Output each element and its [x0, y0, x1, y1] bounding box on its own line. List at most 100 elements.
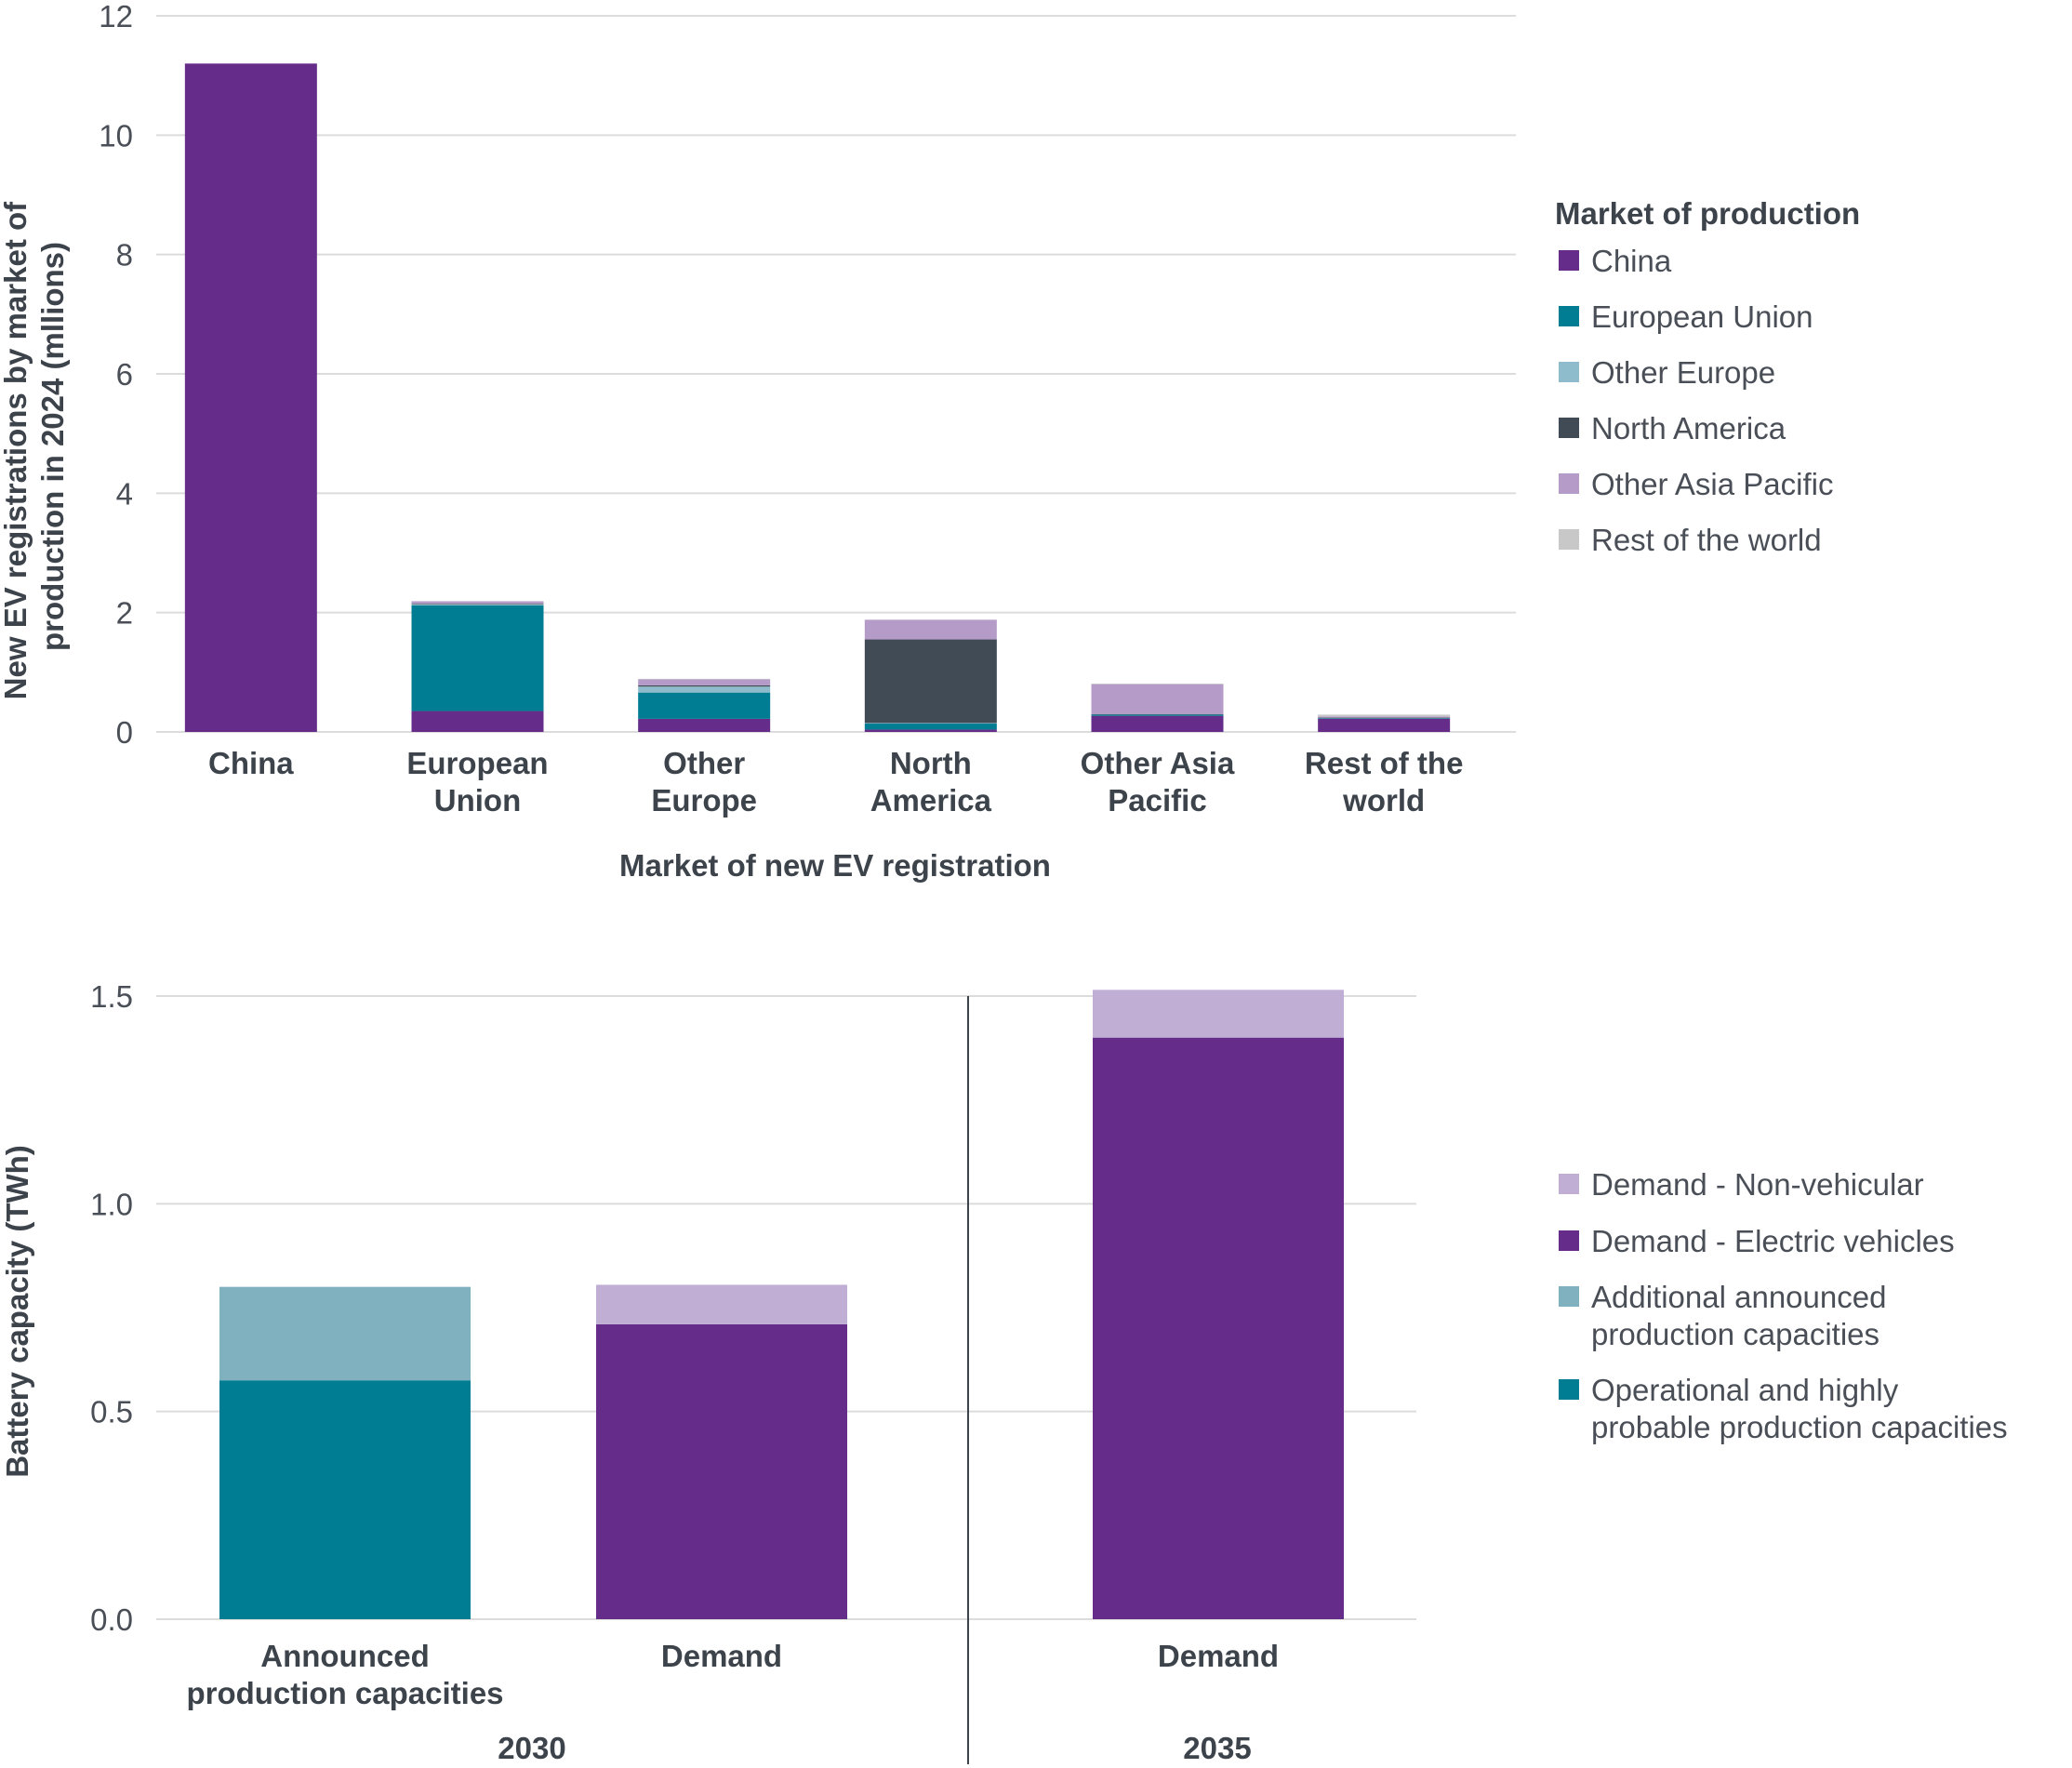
c1-category-label: Other Europe	[651, 746, 757, 818]
c1-legend-swatch	[1559, 306, 1579, 326]
c1-category-label: North America	[870, 746, 992, 818]
c1-category-label-line: Pacific	[1108, 783, 1206, 818]
c1-category-label-line: Other	[663, 746, 745, 780]
c1-y-tick-label: 12	[99, 0, 133, 33]
c2-legend-label-line: Additional announced	[1591, 1280, 1886, 1314]
c1-category-label-line: America	[870, 783, 992, 818]
c2-bars	[219, 990, 1344, 1619]
c1-bar-segment	[864, 619, 997, 640]
c1-legend-label: Other Europe	[1591, 355, 1775, 390]
c2-y-tick-label: 1.5	[90, 979, 133, 1014]
c2-category-label-line: Demand	[661, 1639, 782, 1673]
c2-category-label: Announced production capacities	[186, 1639, 503, 1710]
c2-legend-swatch	[1559, 1230, 1579, 1251]
c1-y-tick-label: 8	[116, 238, 133, 273]
c1-bar-segment	[1318, 718, 1451, 719]
c1-bar-segment	[638, 685, 771, 687]
c2-legend-label: Additional announced production capacitie…	[1591, 1280, 1886, 1351]
c1-y-tick-label: 6	[116, 357, 133, 392]
c1-bar-segment	[1091, 713, 1224, 715]
c1-bar-segment	[1091, 684, 1224, 685]
c1-y-axis-title: New EV registrations by market of produc…	[0, 193, 70, 700]
c1-bar-segment	[1091, 684, 1224, 714]
c2-legend-label-line: production capacities	[1591, 1317, 1879, 1351]
c2-legend-label-line: Demand - Electric vehicles	[1591, 1224, 1955, 1258]
c1-legend-swatch	[1559, 362, 1579, 382]
c1-bar-segment	[864, 729, 997, 732]
c1-bar-segment	[411, 604, 544, 605]
c1-legend-swatch	[1559, 418, 1579, 438]
c2-y-axis-title: Battery capacity (TWh)	[0, 1145, 34, 1478]
c2-legend-label: Demand - Electric vehicles	[1591, 1224, 1955, 1258]
c2-bar-segment	[1093, 990, 1344, 1038]
c2-legend-label-line: Operational and highly	[1591, 1373, 1899, 1407]
c1-bar-segment	[638, 718, 771, 732]
c1-legend-label: European Union	[1591, 299, 1813, 334]
c2-legend-swatch	[1559, 1174, 1579, 1194]
c1-category-label-line: North	[890, 746, 972, 780]
c2-legend-label: Demand - Non-vehicular	[1591, 1167, 1924, 1202]
c1-legend-title: Market of production	[1555, 196, 1860, 231]
c1-category-label-line: Other Asia	[1081, 746, 1235, 780]
c1-y-tick-label: 10	[99, 118, 133, 153]
c1-bar-segment	[864, 724, 997, 730]
c2-legend: Demand - Non-vehicular Demand - Electric …	[1559, 1167, 2008, 1444]
c1-legend-label: Other Asia Pacific	[1591, 467, 1833, 501]
c1-bar-segment	[1091, 714, 1224, 716]
c1-bar-segment	[864, 639, 997, 724]
c1-bar-segment	[1091, 715, 1224, 732]
c2-category-label-line: production capacities	[186, 1676, 503, 1710]
c1-y-axis-title-line-1: New EV registrations by market of	[0, 201, 33, 700]
c1-category-label-line: Europe	[651, 783, 757, 818]
c2-legend-label-line: Demand - Non-vehicular	[1591, 1167, 1924, 1202]
c1-bar-segment	[411, 605, 544, 711]
c2-y-tick-labels: 0.0 0.5 1.0 1.5	[90, 979, 133, 1637]
c2-legend-swatch	[1559, 1379, 1579, 1400]
c1-category-labels: China European Union Other Europe North Americ…	[208, 746, 1463, 818]
c1-y-tick-label: 2	[116, 596, 133, 631]
c1-bar-segment	[638, 679, 771, 685]
c1-category-label-line: Union	[434, 783, 521, 818]
c1-category-label: Other Asia Pacific	[1081, 746, 1235, 818]
c1-bar-segment	[638, 692, 771, 719]
c1-y-axis-title-line-2: production in 2024 (mllions)	[35, 242, 70, 651]
c2-y-tick-label: 1.0	[90, 1187, 133, 1221]
c2-y-tick-label: 0.5	[90, 1395, 133, 1429]
c1-legend: China European Union Other Europe North Ame…	[1559, 244, 1833, 557]
c1-category-label: Rest of the world	[1305, 746, 1464, 818]
c1-category-label: China	[208, 746, 294, 780]
c1-x-axis-title: Market of new EV registration	[619, 848, 1051, 883]
c1-y-tick-label: 4	[116, 476, 133, 511]
c1-bar-segment	[1318, 714, 1451, 717]
ev-registrations-chart: 0 2 4 6 8 10 12 China European Union Other Europe N…	[0, 0, 1860, 883]
c1-y-tick-label: 0	[116, 715, 133, 750]
c1-legend-label: Rest of the world	[1591, 523, 1822, 557]
c2-group-label-2035: 2035	[1183, 1731, 1251, 1765]
c2-category-label-line: Announced	[260, 1639, 429, 1673]
c1-category-label-line: European	[406, 746, 548, 780]
c1-bars	[184, 63, 1451, 733]
c2-category-label: Demand	[1158, 1639, 1279, 1673]
c1-bar-segment	[1318, 717, 1451, 719]
c1-legend-swatch	[1559, 529, 1579, 550]
c1-gridlines	[156, 15, 1516, 733]
c2-category-labels: Announced production capacities Demand Dema…	[186, 1639, 1279, 1710]
battery-capacity-chart: 0.00.51.01.5 Announced production capacit…	[0, 979, 2008, 1765]
c1-bar-segment	[184, 63, 317, 733]
c1-y-tick-labels: 0 2 4 6 8 10 12	[99, 0, 133, 750]
c2-category-label: Demand	[661, 1639, 782, 1673]
c2-category-label-line: Demand	[1158, 1639, 1279, 1673]
c2-bar-segment	[219, 1380, 471, 1619]
c2-legend-label-line: probable production capacities	[1591, 1410, 2008, 1444]
c1-bar-segment	[411, 601, 544, 605]
c1-category-label-line: China	[208, 746, 294, 780]
c1-bar-segment	[638, 686, 771, 693]
c1-category-label-line: Rest of the	[1305, 746, 1464, 780]
c1-category-label: European Union	[406, 746, 548, 818]
c1-bar-segment	[638, 678, 771, 680]
c1-category-label-line: world	[1342, 783, 1425, 818]
c2-group-label-2030: 2030	[498, 1731, 565, 1765]
c2-bar-segment	[596, 1323, 847, 1619]
c1-legend-swatch	[1559, 473, 1579, 494]
